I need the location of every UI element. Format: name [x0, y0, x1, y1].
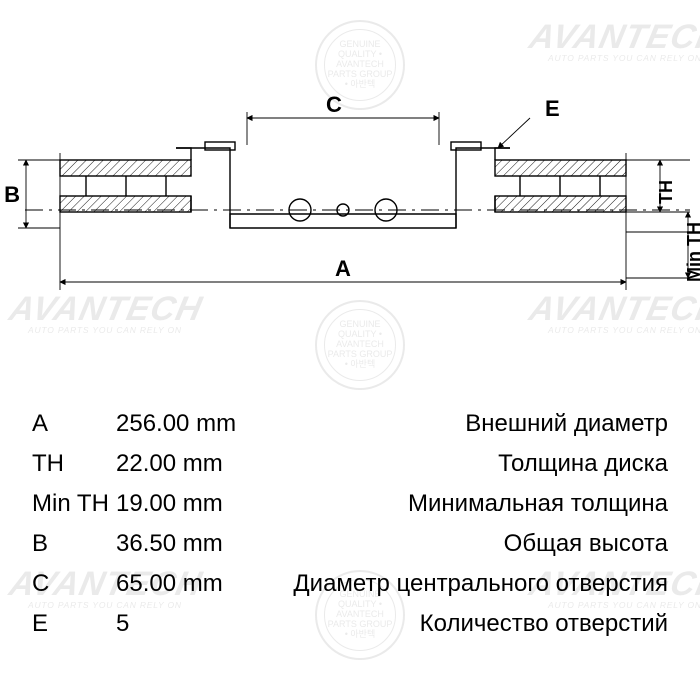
table-row: Min TH 19.00 mm Минимальная толщина	[32, 490, 668, 518]
spec-symbol: E	[32, 610, 116, 638]
spec-desc: Общая высота	[243, 530, 668, 558]
spec-desc: Минимальная толщина	[243, 490, 668, 518]
spec-desc: Количество отверстий	[149, 610, 668, 638]
spec-value: 65.00 mm	[116, 570, 223, 598]
spec-symbol: Min TH	[32, 490, 116, 518]
dim-label-c: C	[326, 92, 342, 117]
content: C E A B TH Min TH A 2	[0, 0, 700, 305]
spec-symbol: TH	[32, 450, 116, 478]
dim-label-e: E	[545, 96, 560, 121]
watermark-tagline: AUTO PARTS YOU CAN RELY ON	[28, 325, 202, 335]
dim-label-th: TH	[656, 180, 676, 204]
watermark-tagline: AUTO PARTS YOU CAN RELY ON	[548, 325, 700, 335]
spec-value: 256.00 mm	[116, 410, 236, 438]
spec-desc: Диаметр центрального отверстия	[243, 570, 668, 598]
table-row: A 256.00 mm Внешний диаметр	[32, 410, 668, 438]
spec-desc: Внешний диаметр	[256, 410, 668, 438]
spec-value: 36.50 mm	[116, 530, 223, 558]
table-row: E 5 Количество отверстий	[32, 610, 668, 638]
brake-disc-diagram: C E A B TH Min TH	[0, 0, 700, 305]
table-row: C 65.00 mm Диаметр центрального отверсти…	[32, 570, 668, 598]
spec-symbol: C	[32, 570, 116, 598]
table-row: B 36.50 mm Общая высота	[32, 530, 668, 558]
spec-symbol: A	[32, 410, 116, 438]
spec-value: 19.00 mm	[116, 490, 223, 518]
spec-table: A 256.00 mm Внешний диаметр TH 22.00 mm …	[32, 410, 668, 650]
table-row: TH 22.00 mm Толщина диска	[32, 450, 668, 478]
dim-label-b: B	[4, 182, 20, 207]
spec-symbol: B	[32, 530, 116, 558]
spec-desc: Толщина диска	[243, 450, 668, 478]
spec-value: 22.00 mm	[116, 450, 223, 478]
spec-value: 5	[116, 610, 129, 638]
dim-label-a: A	[335, 256, 351, 281]
dim-label-minth: Min TH	[684, 222, 700, 282]
watermark-stamp: GENUINE QUALITY • AVANTECH PARTS GROUP •…	[315, 300, 405, 390]
